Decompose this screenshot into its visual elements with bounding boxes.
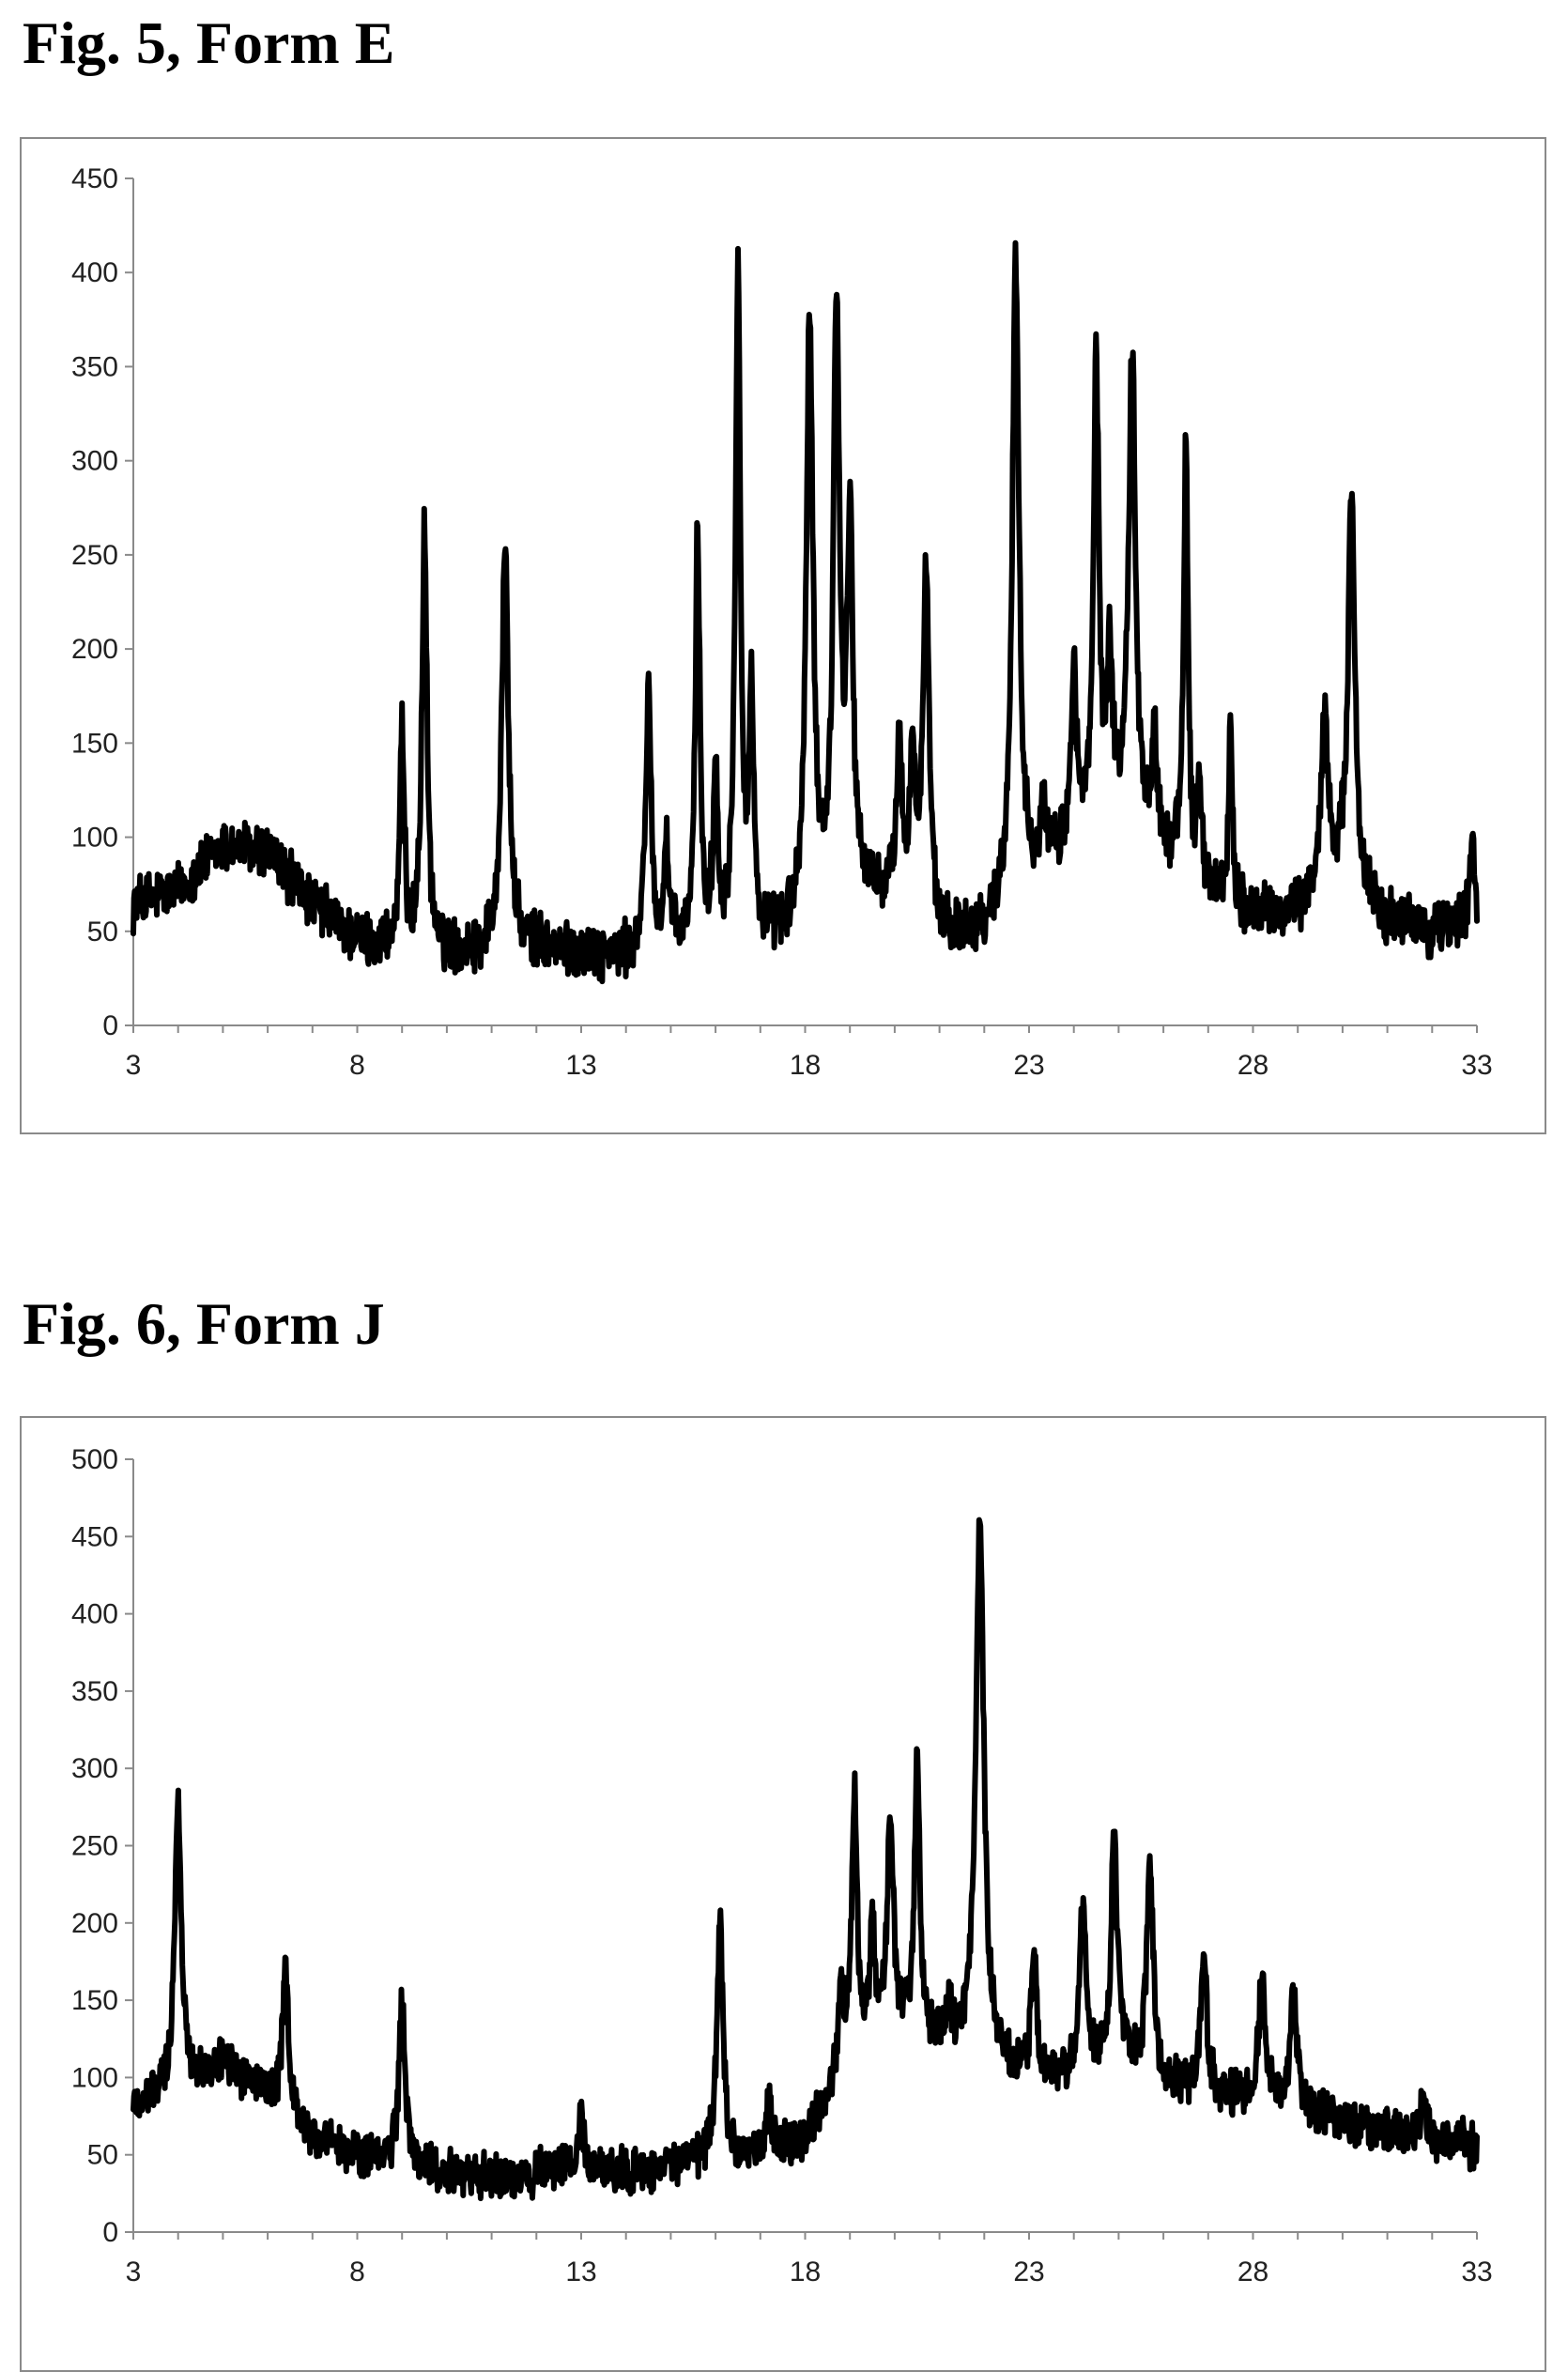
chart-fig6-form-j: 0 50 100 150 200 250 300 350 400 450 500 3 8 13 18 23 28…: [71, 1444, 1493, 2287]
x-tick-label: 3: [126, 2256, 142, 2287]
y-tick-label: 100: [71, 823, 118, 854]
y-tick-label: 0: [102, 1010, 118, 1041]
x-tick-label: 23: [1013, 2256, 1044, 2287]
y-tick-label: 50: [87, 916, 118, 947]
x-tick-label: 28: [1237, 1050, 1268, 1081]
chart-frame-fig6: 0 50 100 150 200 250 300 350 400 450 500 3 8 13 18 23 28…: [20, 1416, 1546, 2372]
y-tick-label: 400: [71, 1599, 118, 1630]
diffraction-pattern-line: [131, 1517, 1480, 2202]
figure-6-title: Fig. 6, Form J: [23, 1290, 385, 1357]
y-tick-label: 50: [87, 2140, 118, 2171]
x-tick-label: 23: [1013, 1050, 1044, 1081]
y-tick-label: 450: [71, 163, 118, 194]
y-tick-label: 150: [71, 728, 118, 759]
diffraction-pattern-line: [131, 239, 1480, 985]
y-tick-label: 500: [71, 1444, 118, 1475]
x-tick-label: 28: [1237, 2256, 1268, 2287]
x-tick-label: 18: [790, 1050, 821, 1081]
y-tick-label: 400: [71, 257, 118, 288]
figure-5-title: Fig. 5, Form E: [23, 9, 395, 76]
x-tick-label: 33: [1461, 1050, 1492, 1081]
x-tick-label: 8: [349, 1050, 365, 1081]
x-tick-label: 13: [565, 2256, 596, 2287]
y-tick-label: 350: [71, 1676, 118, 1707]
y-tick-label: 250: [71, 540, 118, 571]
y-tick-label: 300: [71, 446, 118, 477]
chart-fig5-form-e: 0 50 100 150 200 250 300 350 400 450 3 8 13 18 23 28 33: [71, 163, 1493, 1081]
x-tick-label: 18: [790, 2256, 821, 2287]
y-tick-label: 350: [71, 351, 118, 382]
y-tick-label: 200: [71, 1908, 118, 1939]
x-tick-label: 13: [565, 1050, 596, 1081]
x-tick-label: 8: [349, 2256, 365, 2287]
y-tick-label: 0: [102, 2217, 118, 2248]
y-tick-label: 150: [71, 1985, 118, 2016]
y-tick-label: 100: [71, 2062, 118, 2093]
x-tick-label: 3: [126, 1050, 142, 1081]
chart-frame-fig5: 0 50 100 150 200 250 300 350 400 450 3 8 13 18 23 28 33: [20, 137, 1546, 1134]
y-tick-label: 250: [71, 1831, 118, 1862]
y-tick-label: 450: [71, 1521, 118, 1552]
y-tick-label: 200: [71, 634, 118, 665]
y-tick-label: 300: [71, 1753, 118, 1784]
x-tick-label: 33: [1461, 2256, 1492, 2287]
